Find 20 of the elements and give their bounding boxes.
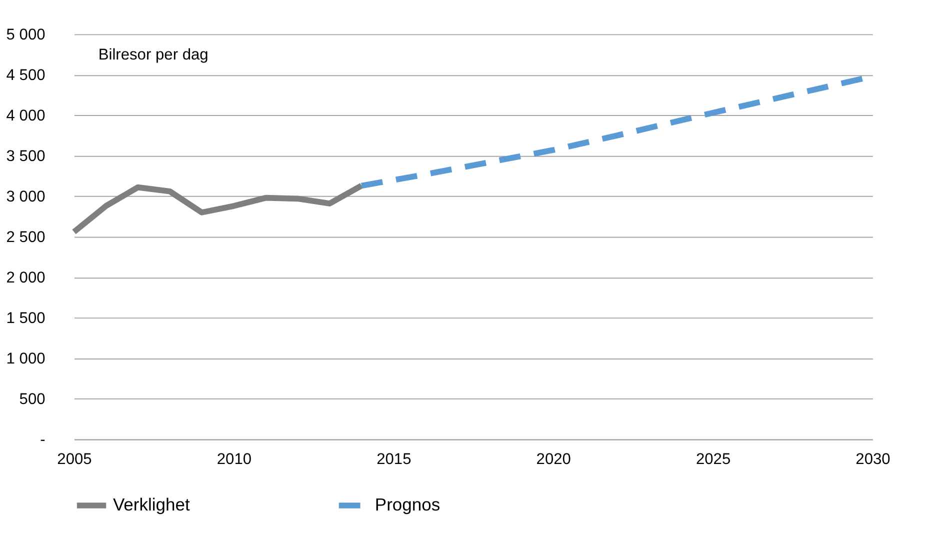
y-tick-label: 3 500 xyxy=(6,148,46,166)
y-tick-label: 2 500 xyxy=(6,229,46,246)
y-tick-label: - xyxy=(40,432,46,449)
x-tick-label: 2010 xyxy=(216,451,252,468)
x-tick-label: 2020 xyxy=(536,451,572,468)
y-tick-label: 4 000 xyxy=(6,108,46,125)
annotation: Bilresor per dag xyxy=(98,46,208,64)
y-tick-label: 1 000 xyxy=(6,350,46,368)
x-tick-label: 2025 xyxy=(696,451,731,468)
legend-label: Prognos xyxy=(374,494,440,514)
y-tick-label: 5 000 xyxy=(6,26,46,44)
y-tick-label: 3 000 xyxy=(6,188,46,206)
y-tick-label: 2 000 xyxy=(6,270,46,287)
y-tick-label: 4 500 xyxy=(6,67,46,84)
x-tick-label: 2030 xyxy=(856,451,891,468)
legend-label: Verklighet xyxy=(112,494,190,514)
y-tick-label: 1 500 xyxy=(6,310,46,328)
y-tick-label: 500 xyxy=(19,391,46,408)
x-tick-label: 2005 xyxy=(57,451,92,468)
x-tick-label: 2015 xyxy=(376,451,412,468)
